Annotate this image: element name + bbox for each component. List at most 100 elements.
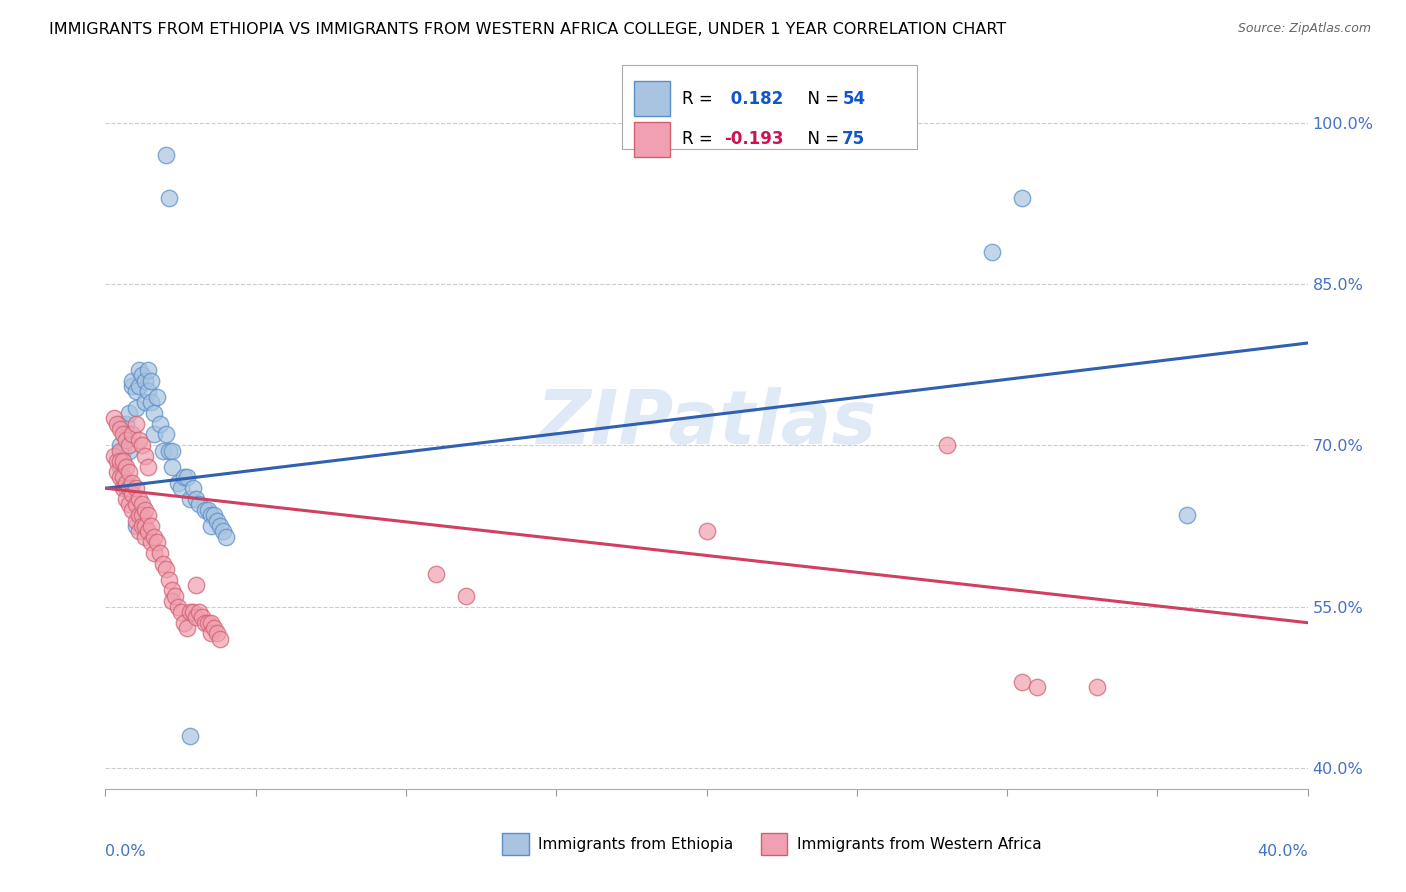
Point <box>115 433 138 447</box>
Text: R =: R = <box>682 90 718 108</box>
Point <box>115 417 138 431</box>
Point <box>176 470 198 484</box>
Text: IMMIGRANTS FROM ETHIOPIA VS IMMIGRANTS FROM WESTERN AFRICA COLLEGE, UNDER 1 YEAR: IMMIGRANTS FROM ETHIOPIA VS IMMIGRANTS F… <box>49 22 1007 37</box>
Point <box>194 615 217 630</box>
Point <box>107 417 129 431</box>
Point <box>184 610 207 624</box>
Text: Source: ZipAtlas.com: Source: ZipAtlas.com <box>1237 22 1371 36</box>
Bar <box>634 122 671 157</box>
Point <box>187 605 209 619</box>
Point <box>134 449 156 463</box>
Bar <box>761 833 787 855</box>
Point <box>1175 508 1198 523</box>
Point <box>145 390 167 404</box>
Point <box>110 454 132 468</box>
Point <box>124 497 146 511</box>
Point <box>134 519 156 533</box>
Point <box>121 427 143 442</box>
Text: 0.182: 0.182 <box>724 90 783 108</box>
Point <box>173 615 195 630</box>
Point <box>200 508 222 523</box>
Point <box>103 449 125 463</box>
Point <box>208 519 231 533</box>
Point <box>139 374 162 388</box>
Point <box>128 379 150 393</box>
Point <box>425 567 447 582</box>
Point <box>124 481 146 495</box>
Text: Immigrants from Western Africa: Immigrants from Western Africa <box>797 837 1042 852</box>
Point <box>1011 191 1033 205</box>
Point <box>197 502 219 516</box>
Point <box>115 459 138 474</box>
Point <box>160 443 183 458</box>
Point <box>211 524 233 539</box>
Point <box>214 530 236 544</box>
Point <box>112 470 135 484</box>
Point <box>139 519 162 533</box>
Point <box>155 148 177 162</box>
Point <box>112 427 135 442</box>
Point <box>1011 674 1033 689</box>
Text: 54: 54 <box>842 90 866 108</box>
Point <box>128 363 150 377</box>
Point <box>139 535 162 549</box>
Point <box>131 368 153 383</box>
Point <box>200 519 222 533</box>
Point <box>134 395 156 409</box>
Point <box>696 524 718 539</box>
Point <box>110 438 132 452</box>
Point <box>190 610 212 624</box>
Bar <box>634 81 671 117</box>
Point <box>110 422 132 436</box>
Point <box>124 417 146 431</box>
Point <box>179 491 201 506</box>
Point <box>169 605 191 619</box>
Text: R =: R = <box>682 130 718 148</box>
Point <box>136 508 159 523</box>
Point <box>134 530 156 544</box>
Point <box>124 519 146 533</box>
Point <box>166 475 188 490</box>
Point <box>148 546 170 560</box>
Point <box>112 443 135 458</box>
Point <box>107 454 129 468</box>
Point <box>115 481 138 495</box>
Point <box>128 491 150 506</box>
Text: 0.0%: 0.0% <box>105 844 146 859</box>
Point <box>124 384 146 399</box>
Point <box>121 379 143 393</box>
Point <box>152 443 174 458</box>
Point <box>166 599 188 614</box>
Text: N =: N = <box>797 130 844 148</box>
Point <box>131 438 153 452</box>
Text: Immigrants from Ethiopia: Immigrants from Ethiopia <box>538 837 734 852</box>
Point <box>1026 680 1049 694</box>
Point <box>160 459 183 474</box>
Point <box>134 374 156 388</box>
Point <box>155 562 177 576</box>
Point <box>124 401 146 415</box>
Point <box>157 191 180 205</box>
Point <box>187 497 209 511</box>
Point <box>103 411 125 425</box>
Point <box>1085 680 1108 694</box>
Bar <box>502 833 529 855</box>
Point <box>142 530 165 544</box>
Point <box>208 632 231 646</box>
Point <box>176 621 198 635</box>
Point <box>145 535 167 549</box>
Point <box>112 454 135 468</box>
Point <box>981 244 1004 259</box>
Point <box>163 589 186 603</box>
Point <box>115 475 138 490</box>
Point <box>118 465 141 479</box>
Point <box>128 524 150 539</box>
Point <box>194 502 217 516</box>
Point <box>139 395 162 409</box>
Text: 40.0%: 40.0% <box>1257 844 1308 859</box>
Point <box>121 475 143 490</box>
Point <box>181 481 204 495</box>
Point <box>112 470 135 484</box>
Point <box>115 427 138 442</box>
Point <box>184 578 207 592</box>
